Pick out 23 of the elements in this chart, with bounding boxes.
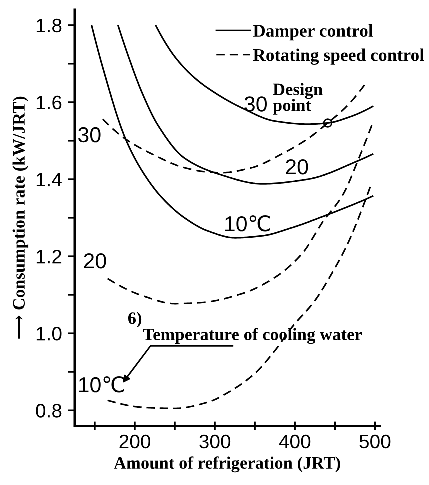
y-axis-title: ⟶ Consumption rate (kW/JRT) — [12, 96, 29, 339]
x-tick-label: 200 — [120, 434, 150, 449]
x-tick-label: 500 — [360, 434, 391, 449]
y-tick-label: 1.4 — [36, 173, 62, 187]
y-tick-label: 1.2 — [36, 250, 62, 264]
annotation: Design point — [273, 83, 323, 115]
annotation: 10℃ — [79, 376, 124, 393]
y-tick-label: 1.0 — [36, 327, 62, 341]
annotation: 30 — [244, 96, 267, 112]
annotation: Temperature of cooling water — [143, 328, 362, 344]
annotation: 10℃ — [226, 215, 270, 232]
y-tick-label: 0.8 — [36, 404, 62, 418]
x-axis-title: Amount of refrigeration (JRT) — [114, 456, 340, 473]
legend-label: Damper control — [253, 24, 374, 41]
annotation: 6) — [128, 312, 142, 328]
x-tick-label: 400 — [279, 434, 311, 449]
annotation: 30 — [78, 127, 101, 143]
y-tick-label: 1.6 — [36, 96, 62, 110]
legend-label: Rotating speed control — [253, 48, 424, 66]
y-tick-label: 1.8 — [36, 18, 62, 33]
x-tick-label: 300 — [200, 434, 231, 449]
annotation: 20 — [286, 159, 308, 175]
annotation: 20 — [84, 253, 106, 269]
